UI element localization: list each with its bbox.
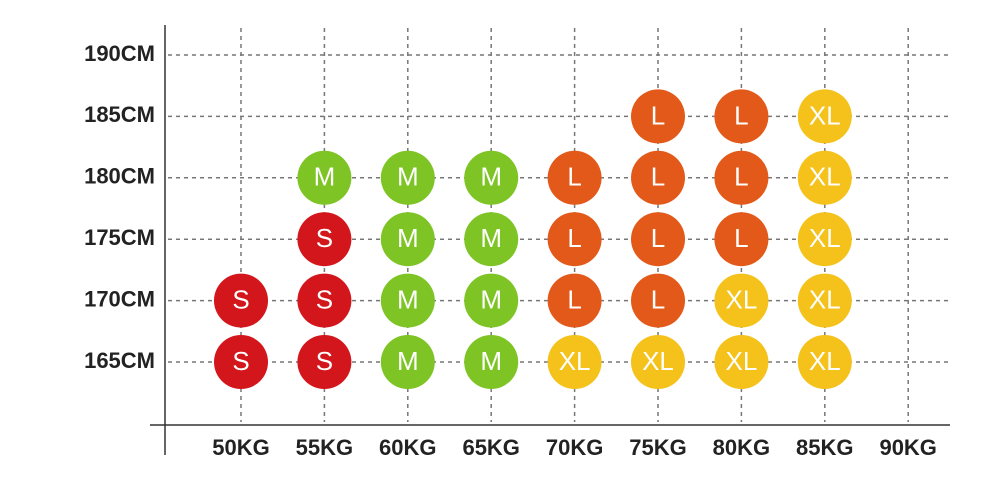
size-label: XL [559, 346, 591, 376]
size-dot [380, 273, 435, 328]
x-label: 90KG [879, 435, 936, 460]
size-dot [797, 150, 852, 205]
size-label: M [314, 162, 336, 192]
y-label: 185CM [84, 102, 155, 127]
size-dot [797, 212, 852, 267]
x-label: 50KG [212, 435, 269, 460]
size-label: S [316, 223, 333, 253]
size-label: XL [809, 346, 841, 376]
y-label: 165CM [84, 348, 155, 373]
size-label: M [480, 284, 502, 314]
size-dot [464, 273, 519, 328]
size-dot [464, 335, 519, 389]
x-label: 70KG [546, 435, 603, 460]
size-label: XL [809, 223, 841, 253]
y-label: 170CM [84, 286, 155, 311]
size-label: S [316, 346, 333, 376]
size-dot [380, 335, 435, 389]
size-label: S [316, 284, 333, 314]
x-label: 85KG [796, 435, 853, 460]
size-dot [464, 150, 519, 205]
size-dot [297, 150, 352, 205]
size-dot [214, 335, 268, 389]
size-label: M [397, 162, 419, 192]
size-label: M [397, 346, 419, 376]
size-label: L [734, 223, 748, 253]
size-label: L [734, 100, 748, 130]
size-dot [380, 212, 435, 267]
size-label: XL [809, 284, 841, 314]
size-dot [547, 273, 602, 328]
size-label: L [651, 284, 665, 314]
size-label: XL [725, 284, 757, 314]
size-dot [714, 212, 769, 267]
size-label: L [567, 223, 581, 253]
size-dot [547, 212, 602, 267]
size-label: M [397, 284, 419, 314]
size-label: M [480, 162, 502, 192]
size-dot [297, 335, 352, 389]
x-label: 55KG [296, 435, 353, 460]
size-label: L [734, 162, 748, 192]
size-dot [380, 150, 435, 205]
size-label: S [232, 346, 249, 376]
size-dot [714, 150, 769, 205]
size-dot [214, 273, 268, 328]
size-label: XL [809, 162, 841, 192]
size-dot [714, 335, 769, 389]
x-label: 60KG [379, 435, 436, 460]
size-dot [631, 273, 685, 328]
size-label: L [651, 162, 665, 192]
size-label: XL [725, 346, 757, 376]
size-dot [297, 273, 352, 328]
size-label: M [480, 223, 502, 253]
x-label: 80KG [713, 435, 770, 460]
size-label: M [397, 223, 419, 253]
x-label: 65KG [462, 435, 519, 460]
size-dot [631, 212, 685, 267]
size-dot [714, 273, 769, 328]
size-dot [547, 335, 602, 389]
size-label: M [480, 346, 502, 376]
size-dot [797, 273, 852, 328]
size-dot [714, 89, 769, 144]
y-label: 175CM [84, 225, 155, 250]
size-label: L [651, 100, 665, 130]
y-label: 180CM [84, 164, 155, 189]
size-dot [631, 89, 685, 144]
size-label: L [567, 284, 581, 314]
size-dot [631, 335, 685, 389]
size-dot [631, 150, 685, 205]
size-label: S [232, 284, 249, 314]
size-dot [797, 89, 852, 144]
size-dot [297, 212, 352, 267]
size-label: XL [642, 346, 674, 376]
size-dot [464, 212, 519, 267]
size-label: XL [809, 100, 841, 130]
size-label: L [651, 223, 665, 253]
size-dot [547, 150, 602, 205]
x-label: 75KG [629, 435, 686, 460]
y-label: 190CM [84, 41, 155, 66]
size-dot [797, 335, 852, 389]
size-label: L [567, 162, 581, 192]
